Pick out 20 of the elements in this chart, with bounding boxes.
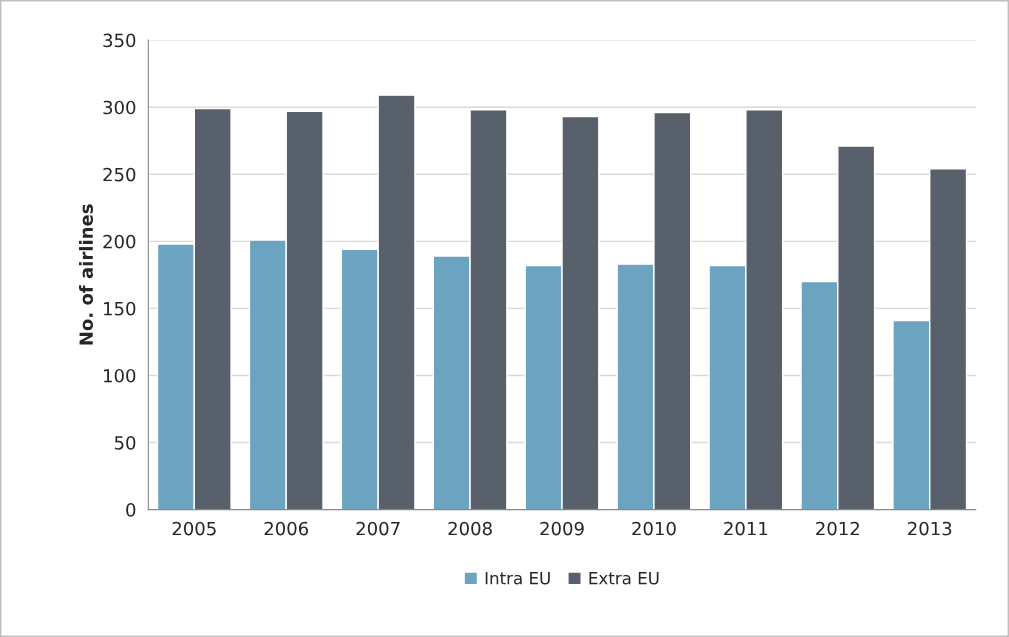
x-tick-label: 2012 xyxy=(816,521,859,536)
legend-label: Intra EU xyxy=(485,572,550,585)
x-tick-label: 2011 xyxy=(724,521,768,536)
y-tick-label: 50 xyxy=(114,435,136,450)
x-tick-label: 2009 xyxy=(540,521,584,536)
x-tick-label: 2007 xyxy=(356,521,400,536)
x-tick-label: 2013 xyxy=(908,521,952,536)
x-tick-label: 2005 xyxy=(172,521,216,536)
x-tick-label: 2006 xyxy=(264,521,309,536)
y-tick-label: 200 xyxy=(103,234,136,249)
y-tick-label: 250 xyxy=(103,167,136,182)
y-tick-label: 300 xyxy=(103,100,136,115)
x-tick-label: 2010 xyxy=(632,521,676,536)
x-tick-label: 2008 xyxy=(448,521,492,536)
y-tick-label: 100 xyxy=(104,368,136,383)
legend-label: Extra EU xyxy=(589,572,659,585)
y-tick-label: 350 xyxy=(103,33,136,48)
y-tick-label: 0 xyxy=(126,503,136,517)
y-axis-title: No. of airlines xyxy=(79,204,93,345)
y-tick-label: 150 xyxy=(104,301,136,316)
